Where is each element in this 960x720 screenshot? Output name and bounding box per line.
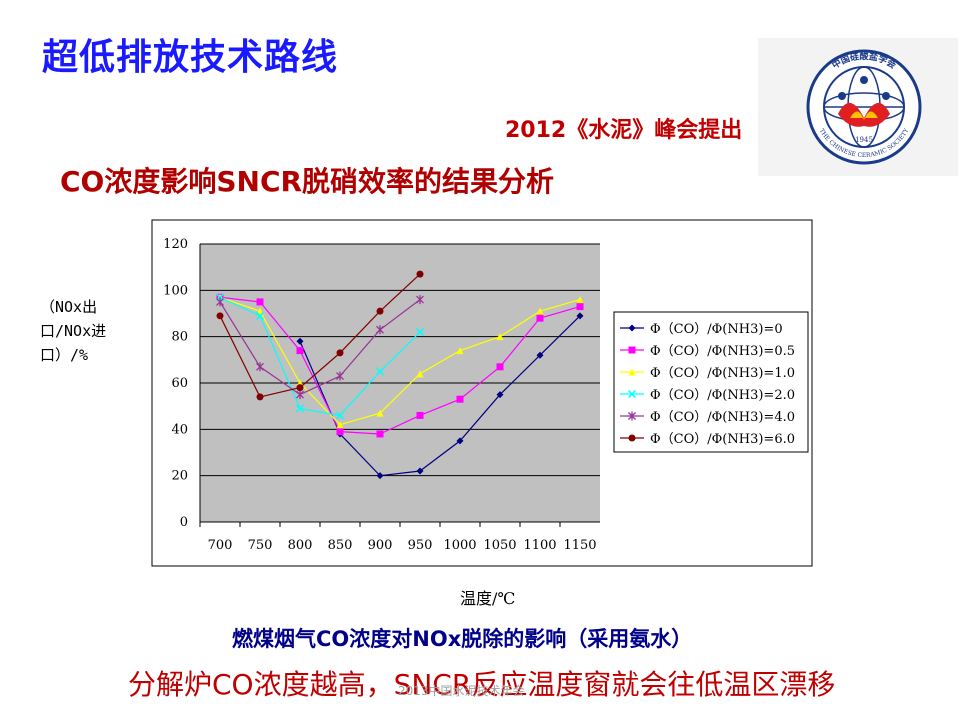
legend [613,311,809,453]
data-point [295,404,305,413]
data-point [576,296,584,304]
x-tick-label: 750 [248,538,273,553]
data-point [376,472,384,480]
series-line-3 [219,296,421,417]
data-point [628,411,636,421]
data-point [628,368,636,376]
logo-year: 1945 [855,136,873,144]
data-point [536,307,544,315]
y-tick-label: 80 [171,330,188,345]
y-tick-label: 100 [163,283,188,298]
data-point [376,409,384,417]
society-logo: 1945 中国硅酸盐学会 THE CHINESE CERAMIC SOCIETY [758,38,958,176]
x-tick-label: 950 [408,538,433,553]
y-axis-title: （NOx出口/NOx进口）/% [40,298,107,364]
x-tick-label: 700 [208,538,233,553]
data-point [496,363,504,371]
data-point [336,421,344,429]
data-point [376,307,384,315]
series-line-0 [299,315,581,477]
legend-label: Φ（CO）/Φ(NH3)=0 [650,322,783,337]
data-point [416,295,424,305]
data-point [256,298,264,306]
legend-label: Φ（CO）/Φ(NH3)=2.0 [650,388,795,403]
data-point [215,293,225,302]
data-point [376,430,384,438]
chart-frame [151,219,813,567]
x-tick-label: 900 [368,538,393,553]
x-tick-label: 800 [288,538,313,553]
plot-area [200,244,600,522]
data-point [576,312,584,320]
x-tick-label: 1150 [563,538,596,553]
y-tick-label: 40 [171,422,188,437]
data-point [496,391,504,399]
data-point [416,270,424,278]
legend-label: Φ（CO）/Φ(NH3)=4.0 [650,410,795,425]
y-tick-label: 20 [171,469,188,484]
data-point [456,395,464,403]
data-point [628,434,636,442]
figure-caption: 燃煤烟气CO浓度对NOx脱除的影响（采用氨水） [232,627,693,651]
data-point [416,370,424,378]
data-point [415,328,425,337]
legend-label: Φ（CO）/Φ(NH3)=1.0 [650,366,795,381]
series-line-5 [219,273,421,398]
data-point [375,367,385,376]
data-point [216,293,224,301]
data-point [416,467,424,475]
x-tick-label: 1100 [523,538,556,553]
x-tick-label: 850 [328,538,353,553]
series-line-2 [219,296,581,426]
data-point [456,437,464,445]
series-line-1 [219,296,581,435]
data-point [627,389,637,399]
series-line-4 [219,299,421,396]
data-point [536,314,544,322]
data-point [416,411,424,419]
y-tick-label: 60 [171,376,188,391]
y-tick-label: 120 [163,237,188,252]
legend-label: Φ（CO）/Φ(NH3)=0.5 [650,344,795,359]
y-tick-label: 0 [180,515,188,530]
x-tick-label: 1000 [443,538,476,553]
data-point [256,393,264,401]
data-point [456,347,464,355]
data-point [296,379,304,387]
data-point [336,428,344,436]
data-point [376,325,384,335]
data-point [296,337,304,345]
footer-text: 2013中国水泥技术年会 [398,684,525,698]
data-point [628,324,636,332]
data-point [216,312,224,320]
data-point [256,362,264,372]
data-point [336,349,344,357]
data-point [536,351,544,359]
x-tick-label: 1050 [483,538,516,553]
chart-heading: CO浓度影响SNCR脱硝效率的结果分析 [60,165,555,198]
slide-title: 超低排放技术路线 [42,37,339,78]
data-point [576,303,584,311]
data-point [255,311,265,320]
conclusion-text: 分解炉CO浓度越高，SNCR反应温度窗就会往低温区漂移 [128,668,836,701]
data-point [335,411,345,420]
data-point [216,297,224,307]
data-point [296,390,304,400]
summit-note: 2012《水泥》峰会提出 [505,118,743,143]
data-point [296,384,304,392]
data-point [628,346,636,354]
data-point [296,347,304,355]
data-point [336,430,344,438]
data-point [496,333,504,341]
data-point [256,307,264,315]
x-axis-title: 温度/℃ [460,589,516,608]
data-point [216,293,224,301]
legend-label: Φ（CO）/Φ(NH3)=6.0 [650,432,795,447]
data-point [336,371,344,381]
